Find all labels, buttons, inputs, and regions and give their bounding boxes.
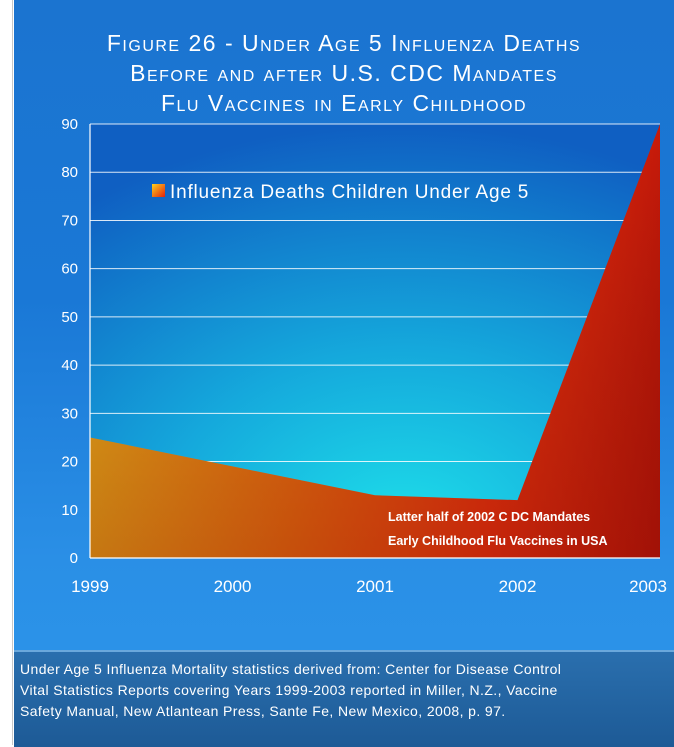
x-tick-label: 2003 (629, 577, 667, 596)
caption-line: Under Age 5 Influenza Mortality statisti… (20, 659, 668, 680)
y-tick-label: 40 (61, 357, 78, 374)
x-tick-label: 2001 (356, 577, 394, 596)
y-tick-label: 70 (61, 212, 78, 229)
caption-line: Vital Statistics Reports covering Years … (20, 680, 668, 701)
legend-swatch (152, 184, 165, 197)
legend-label: Influenza Deaths Children Under Age 5 (170, 182, 529, 203)
y-tick-label: 20 (61, 454, 78, 471)
annotation-line: Early Childhood Flu Vaccines in USA (388, 534, 608, 548)
y-tick-label: 80 (61, 164, 78, 181)
x-tick-label: 2000 (214, 577, 252, 596)
y-tick-label: 10 (61, 502, 78, 519)
source-caption: Under Age 5 Influenza Mortality statisti… (14, 650, 674, 747)
x-tick-label: 1999 (71, 577, 109, 596)
y-tick-label: 0 (70, 550, 78, 567)
caption-line: Safety Manual, New Atlantean Press, Sant… (20, 701, 668, 722)
y-tick-label: 60 (61, 261, 78, 278)
y-tick-label: 30 (61, 405, 78, 422)
caption-text: Under Age 5 Influenza Mortality statisti… (20, 659, 668, 722)
x-tick-label: 2002 (499, 577, 537, 596)
annotation-line: Latter half of 2002 C DC Mandates (388, 510, 590, 524)
y-tick-label: 90 (61, 116, 78, 133)
y-tick-label: 50 (61, 309, 78, 326)
legend: Influenza Deaths Children Under Age 5 (152, 182, 529, 203)
